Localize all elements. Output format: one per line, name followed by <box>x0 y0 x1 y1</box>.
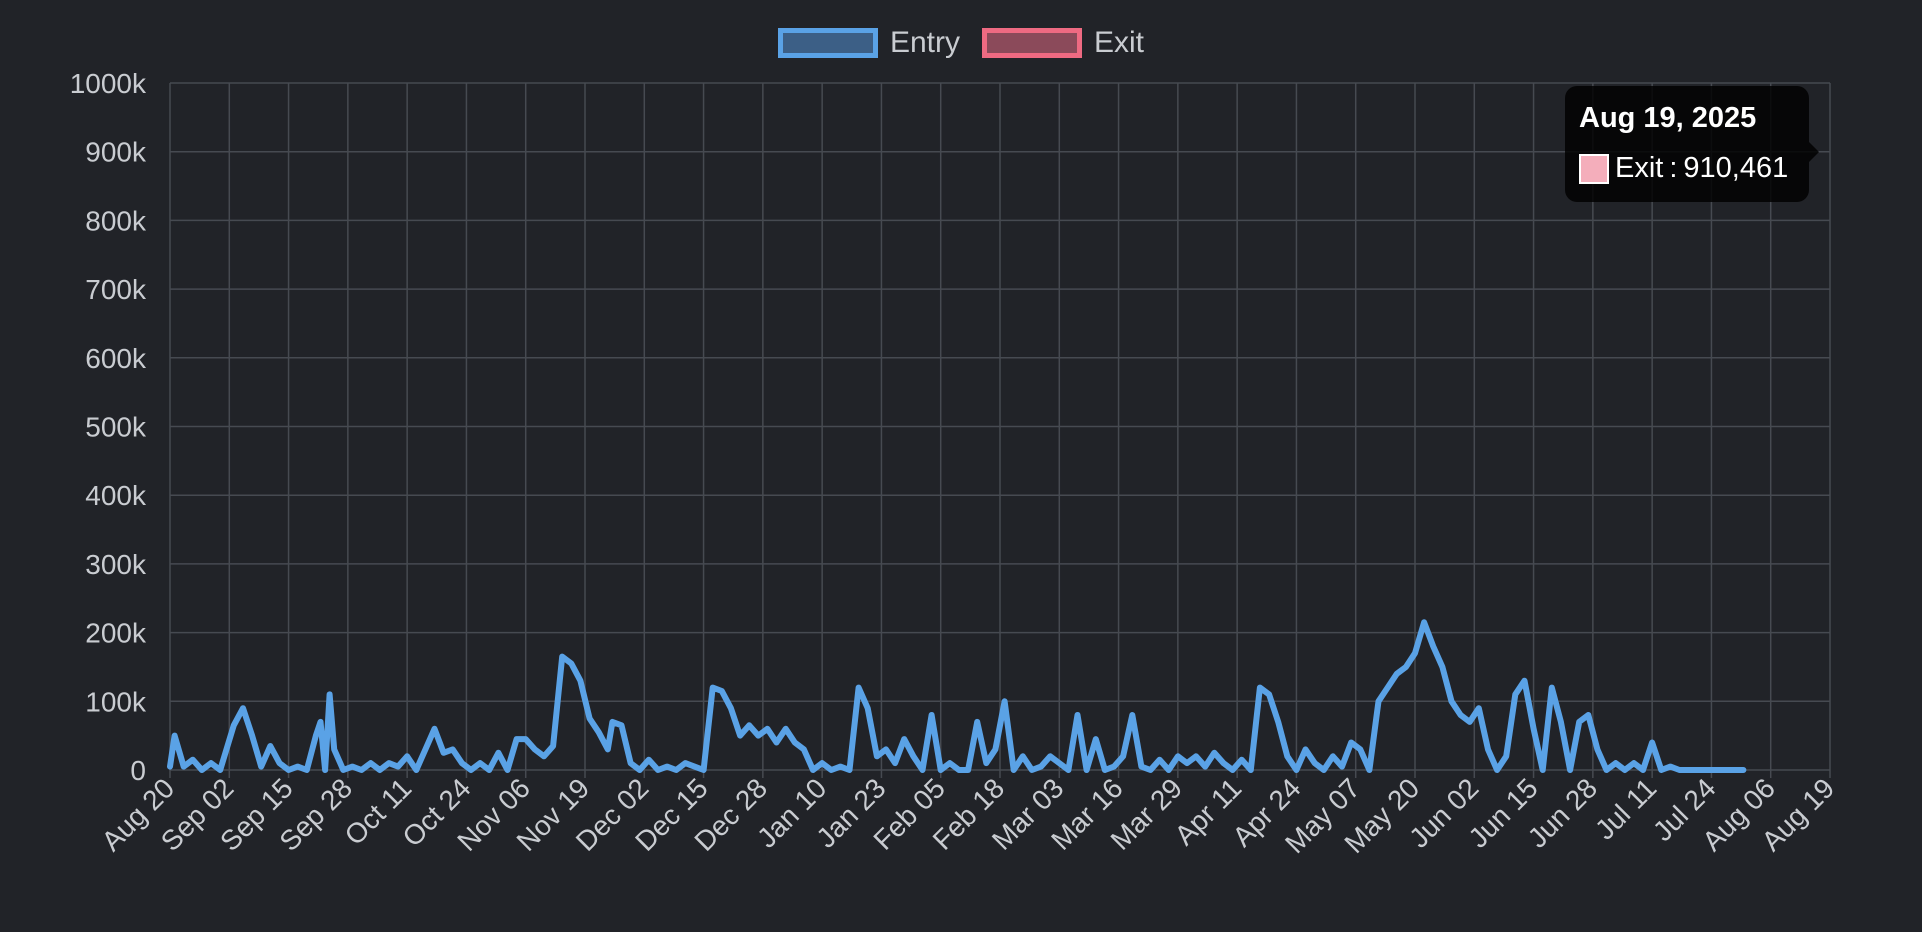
y-tick-label: 1000k <box>70 68 147 99</box>
tooltip-title: Aug 19, 2025 <box>1579 102 1757 134</box>
tooltip: Aug 19, 2025 Exit: 910,461 <box>1565 86 1819 202</box>
legend-item-exit[interactable]: Exit <box>982 26 1144 60</box>
y-tick-label: 900k <box>85 137 147 168</box>
tooltip-swatch <box>1579 153 1609 184</box>
tooltip-row: Exit: 910,461 <box>1579 152 1788 185</box>
legend-label-entry: Entry <box>889 26 960 59</box>
legend: Entry Exit <box>0 23 1922 63</box>
legend-swatch-exit <box>982 28 1082 58</box>
legend-label-exit: Exit <box>1094 26 1145 59</box>
y-tick-label: 800k <box>85 205 147 236</box>
legend-item-entry[interactable]: Entry <box>777 26 960 60</box>
tooltip-value: 910,461 <box>1683 152 1789 184</box>
y-tick-label: 600k <box>85 343 147 374</box>
tooltip-separator: : <box>1669 152 1678 184</box>
y-tick-label: 0 <box>130 755 146 786</box>
series-line-entry <box>167 619 1747 773</box>
y-tick-label: 500k <box>85 412 147 443</box>
tooltip-series: Exit <box>1615 152 1664 184</box>
y-tick-label: 200k <box>85 618 147 649</box>
y-tick-label: 700k <box>85 274 147 305</box>
y-tick-label: 300k <box>85 549 147 580</box>
x-tick-label: Jul 11 <box>1589 772 1662 845</box>
tooltip-caret <box>1809 142 1819 162</box>
y-tick-label: 400k <box>85 480 147 511</box>
legend-swatch-entry <box>777 28 878 58</box>
y-tick-label: 100k <box>85 686 147 717</box>
